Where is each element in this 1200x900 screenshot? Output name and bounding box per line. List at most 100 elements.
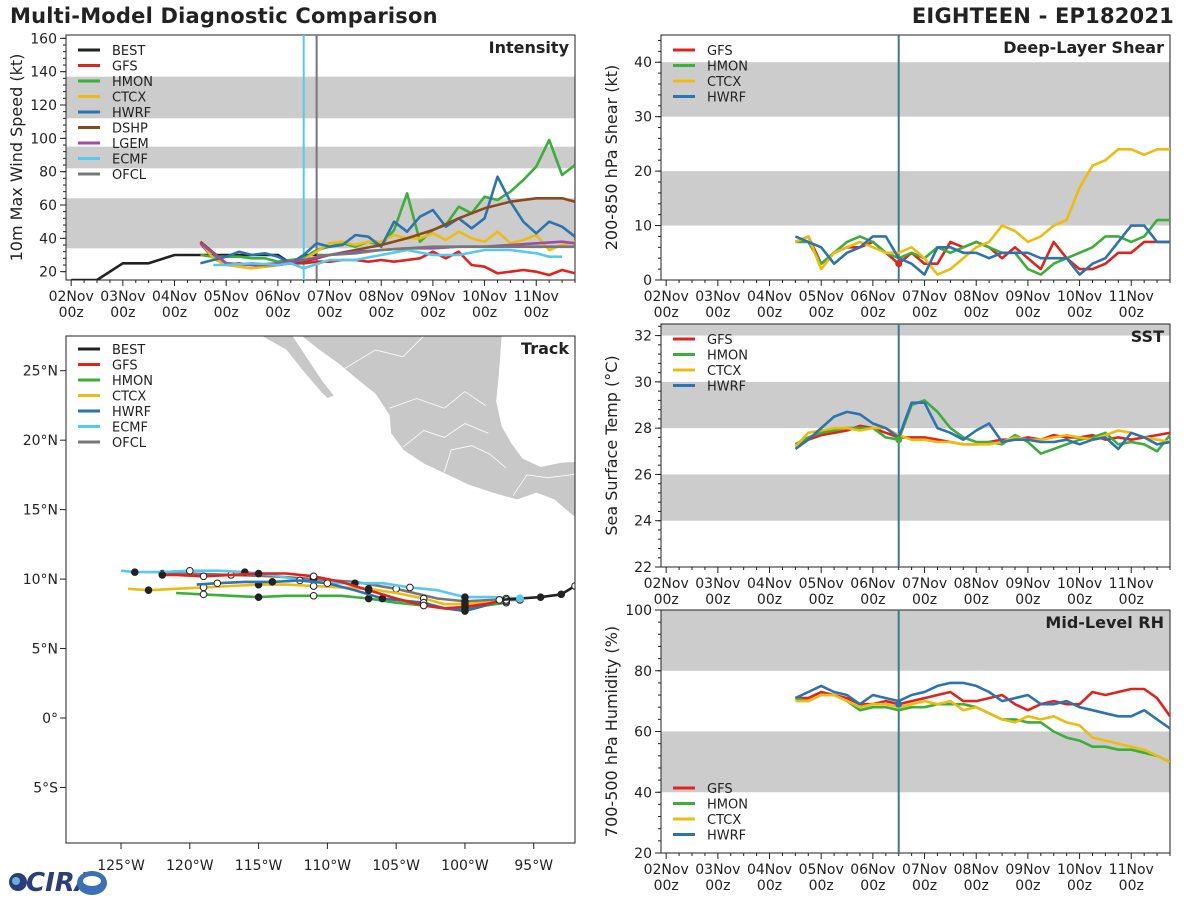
series-line-hwrf — [200, 175, 575, 265]
x-tick-label: 09Nov — [1005, 576, 1050, 592]
x-tick-label: 08Nov — [954, 576, 999, 592]
x-tick-label: 08Nov — [359, 289, 404, 305]
map-layer — [120, 336, 575, 615]
track-marker — [495, 596, 504, 604]
legend-label: BEST — [112, 44, 145, 59]
y-tick-label: 24 — [634, 514, 652, 530]
legend-label: CTCX — [707, 813, 741, 828]
legend-label: GFS — [112, 60, 138, 75]
x-tick-label: 105°W — [372, 858, 420, 874]
y-tick-label: 30 — [634, 375, 652, 391]
x-tick-label: 11Nov — [1109, 289, 1154, 305]
track-line-gfs — [162, 572, 507, 610]
current-position-marker — [515, 594, 524, 603]
legend-label: BEST — [112, 343, 145, 358]
x-tick-label: 05Nov — [204, 289, 249, 305]
x-tick-label: 00z — [1067, 592, 1092, 608]
x-tick-label: 00z — [809, 878, 834, 894]
x-tick-label: 00z — [317, 305, 342, 321]
legend-label: ECMF — [112, 153, 148, 168]
y-tick-label: 60 — [634, 725, 652, 741]
x-tick-label: 04Nov — [747, 862, 792, 878]
y-tick-label: 20 — [634, 164, 652, 180]
x-tick-label: 02Nov — [49, 289, 94, 305]
x-tick-label: 07Nov — [307, 289, 352, 305]
legend-label: HMON — [112, 374, 153, 389]
legend-label: DSHP — [112, 122, 148, 137]
y-tick-label: 28 — [634, 421, 652, 437]
series-line-ctcx — [199, 230, 575, 270]
y-tick-label: 20 — [634, 846, 652, 862]
x-tick-label: 00z — [1119, 878, 1144, 894]
legend-label: HWRF — [112, 106, 151, 121]
series-group — [71, 138, 575, 280]
x-tick-label: 03Nov — [695, 862, 740, 878]
x-tick-label: 06Nov — [255, 289, 300, 305]
x-tick-label: 05Nov — [799, 289, 844, 305]
series-line-ctcx — [794, 426, 1170, 448]
y-tick-label: 0 — [643, 273, 652, 289]
y-tick-label: 0° — [42, 711, 58, 727]
x-tick-label: 00z — [1015, 305, 1040, 321]
track-marker — [406, 583, 414, 592]
x-tick-label: 00z — [964, 878, 989, 894]
storm-id: EIGHTEEN - EP182021 — [911, 4, 1174, 28]
state-border — [512, 473, 575, 496]
y-tick-label: 160 — [30, 31, 57, 47]
x-tick-label: 05Nov — [799, 862, 844, 878]
x-tick-label: 10Nov — [1057, 289, 1102, 305]
x-tick-label: 00z — [654, 305, 679, 321]
legend-label: LGEM — [112, 137, 149, 152]
x-tick-label: 00z — [1015, 592, 1040, 608]
shaded-band — [661, 324, 1170, 336]
shaded-band — [66, 76, 575, 119]
figure-title: Multi-Model Diagnostic Comparison — [10, 4, 438, 28]
x-tick-label: 02Nov — [644, 862, 689, 878]
track-marker — [254, 593, 263, 601]
x-tick-label: 00z — [1067, 878, 1092, 894]
state-border — [340, 336, 424, 372]
y-tick-label: 5°S — [33, 780, 58, 796]
y-tick-label: 40 — [39, 231, 57, 247]
series-line-ctcx — [795, 693, 1170, 764]
x-tick-label: 07Nov — [902, 862, 947, 878]
x-tick-label: 00z — [705, 592, 730, 608]
track-marker — [364, 586, 373, 594]
cira-logo: CIRA — [9, 868, 107, 898]
legend-label: CTCX — [112, 390, 146, 405]
x-tick-label: 00z — [162, 305, 187, 321]
x-tick-label: 06Nov — [850, 576, 895, 592]
track-panel: 125°W 120°W 115°W 110°W 105°W 100°W 95°W 5°S 0° 5… — [23, 335, 576, 874]
panel-title: Track — [521, 339, 569, 358]
state-border — [389, 391, 486, 409]
track-marker — [130, 568, 139, 576]
x-tick-label: 02Nov — [644, 576, 689, 592]
x-tick-label: 00z — [860, 592, 885, 608]
intensity-panel: 2040608010012014016002Nov00z03Nov00z04No… — [7, 31, 576, 321]
x-tick-label: 03Nov — [100, 289, 145, 305]
legend-label: GFS — [707, 782, 733, 797]
x-tick-label: 00z — [912, 878, 937, 894]
y-tick-label: 26 — [634, 467, 652, 483]
y-tick-label: 40 — [634, 55, 652, 71]
y-axis-label: 700-500 hPa Humidity (%) — [602, 626, 621, 837]
sst-panel: 22242628303202Nov00z03Nov00z04Nov00z05No… — [602, 323, 1171, 608]
x-tick-label: 00z — [654, 592, 679, 608]
track-marker — [419, 601, 428, 610]
x-tick-label: 00z — [809, 592, 834, 608]
shaded-band — [661, 171, 1170, 226]
x-tick-label: 00z — [705, 878, 730, 894]
y-tick-label: 60 — [39, 198, 57, 214]
init-marker — [895, 260, 903, 268]
y-tick-label: 140 — [30, 65, 57, 81]
series-line-ctcx — [794, 148, 1170, 276]
track-marker — [309, 582, 318, 590]
x-tick-label: 00z — [705, 305, 730, 321]
land-mexico — [231, 336, 575, 518]
plot-frame — [660, 323, 1171, 568]
legend-label: HMON — [707, 798, 748, 813]
x-tick-label: 10Nov — [462, 289, 507, 305]
x-tick-label: 125°W — [97, 858, 145, 874]
shaded-band — [66, 146, 575, 169]
x-tick-label: 04Nov — [747, 289, 792, 305]
